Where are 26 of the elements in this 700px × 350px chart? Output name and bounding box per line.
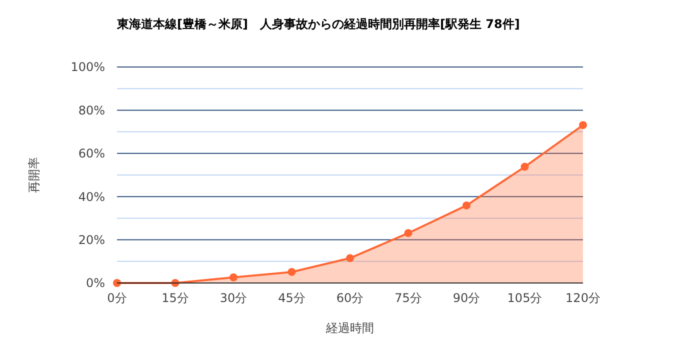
x-axis-title: 経過時間 bbox=[325, 321, 374, 335]
point bbox=[288, 268, 296, 276]
x-tick-label: 90分 bbox=[452, 291, 480, 305]
y-tick-label: 0% bbox=[86, 276, 105, 290]
y-tick-label: 100% bbox=[70, 60, 105, 74]
x-tick-label: 0分 bbox=[107, 291, 127, 305]
x-tick-label: 120分 bbox=[566, 291, 600, 305]
x-tick-label: 60分 bbox=[336, 291, 364, 305]
x-tick-label: 105分 bbox=[507, 291, 542, 305]
y-tick-label: 20% bbox=[78, 233, 105, 247]
chart-title: 東海道本線[豊橋～米原] 人身事故からの経過時間別再開率[駅発生 78件] bbox=[116, 17, 520, 31]
point bbox=[404, 229, 412, 238]
y-axis-title: 再開率 bbox=[27, 157, 41, 193]
y-tick-label: 40% bbox=[78, 190, 105, 204]
x-tick-label: 15分 bbox=[162, 291, 189, 305]
y-tick-label: 60% bbox=[78, 146, 105, 161]
x-tick-label: 45分 bbox=[278, 291, 306, 305]
x-tick-label: 75分 bbox=[394, 291, 422, 305]
point bbox=[520, 162, 529, 171]
point bbox=[230, 273, 238, 282]
point bbox=[462, 201, 470, 210]
point bbox=[579, 121, 587, 130]
point bbox=[113, 279, 121, 287]
y-tick-label: 80% bbox=[78, 103, 105, 118]
point bbox=[346, 254, 354, 262]
x-tick-label: 30分 bbox=[220, 291, 248, 305]
